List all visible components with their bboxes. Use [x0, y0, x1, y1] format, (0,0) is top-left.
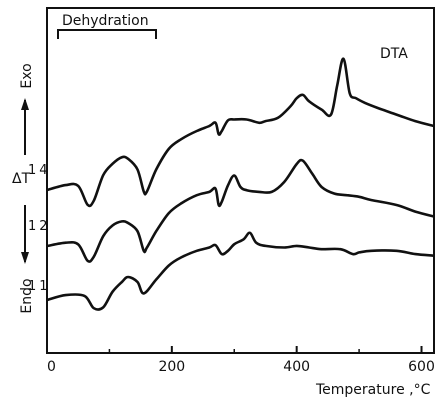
delta-t-label: ΔT: [12, 171, 31, 187]
x-tick-label-200: 200: [158, 359, 185, 375]
series-label-11: 11: [28, 279, 51, 294]
plot-frame: [46, 7, 435, 354]
x-tick-label-0: 0: [47, 359, 56, 375]
x-axis-tick-labels: 0 200 400 600: [47, 359, 435, 375]
dta-curve-12: [46, 158, 435, 263]
endo-label: Endo: [19, 278, 35, 313]
curves: [46, 57, 435, 311]
x-axis-ticks: [46, 346, 423, 353]
dehydration-label: Dehydration: [62, 13, 149, 29]
dta-curve-11: [46, 231, 435, 311]
x-axis-label: Temperature ,°C: [315, 382, 431, 398]
dta-curve-14: [46, 57, 435, 208]
endo-arrowhead: [21, 252, 29, 264]
x-tick-label-600: 600: [408, 359, 435, 375]
series-label-14: 14: [28, 163, 51, 178]
series-labels: 14 12 11: [28, 163, 51, 294]
dehydration-bracket: [57, 29, 157, 39]
exo-arrowhead: [21, 98, 29, 110]
x-tick-label-400: 400: [283, 359, 310, 375]
series-label-12: 12: [28, 219, 51, 234]
exo-label: Exo: [19, 63, 35, 88]
dta-label: DTA: [380, 46, 408, 62]
